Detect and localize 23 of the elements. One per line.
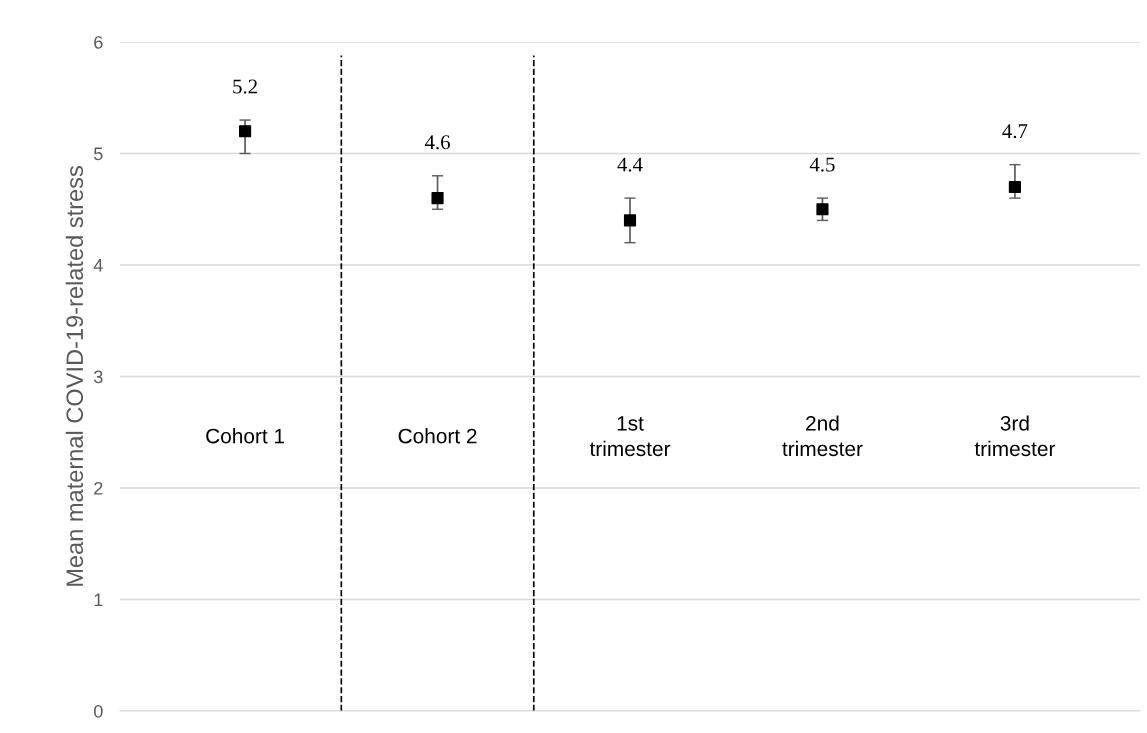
x-tick-label: 2nd trimester	[782, 415, 863, 457]
y-axis-title: Mean maternal COVID-19-related stress	[65, 166, 84, 586]
x-tick-label: Cohort 2	[398, 428, 477, 444]
point	[1008, 180, 1021, 194]
y-tick-label: 3	[93, 370, 103, 384]
point	[239, 125, 252, 138]
data-label: 4.4	[617, 157, 643, 172]
y-tick-label: 0	[94, 704, 103, 718]
data-label: 4.7	[1002, 124, 1028, 139]
y-tick-label: 6	[94, 35, 103, 49]
x-tick-label: Cohort 1	[206, 428, 285, 444]
point	[816, 203, 829, 216]
x-tick-label: 3rd trimester	[974, 415, 1056, 457]
data-label: 5.2	[233, 79, 257, 94]
data-label: 4.6	[424, 135, 450, 150]
y-tick-label: 5	[94, 147, 103, 161]
y-tick-label: 4	[93, 259, 103, 272]
y-tick-label: 1	[94, 593, 103, 607]
x-tick-label: 1st trimester	[589, 416, 671, 457]
point	[623, 214, 637, 227]
y-tick-label: 2	[94, 481, 103, 495]
data-label: 4.5	[809, 157, 835, 172]
point	[431, 192, 444, 205]
